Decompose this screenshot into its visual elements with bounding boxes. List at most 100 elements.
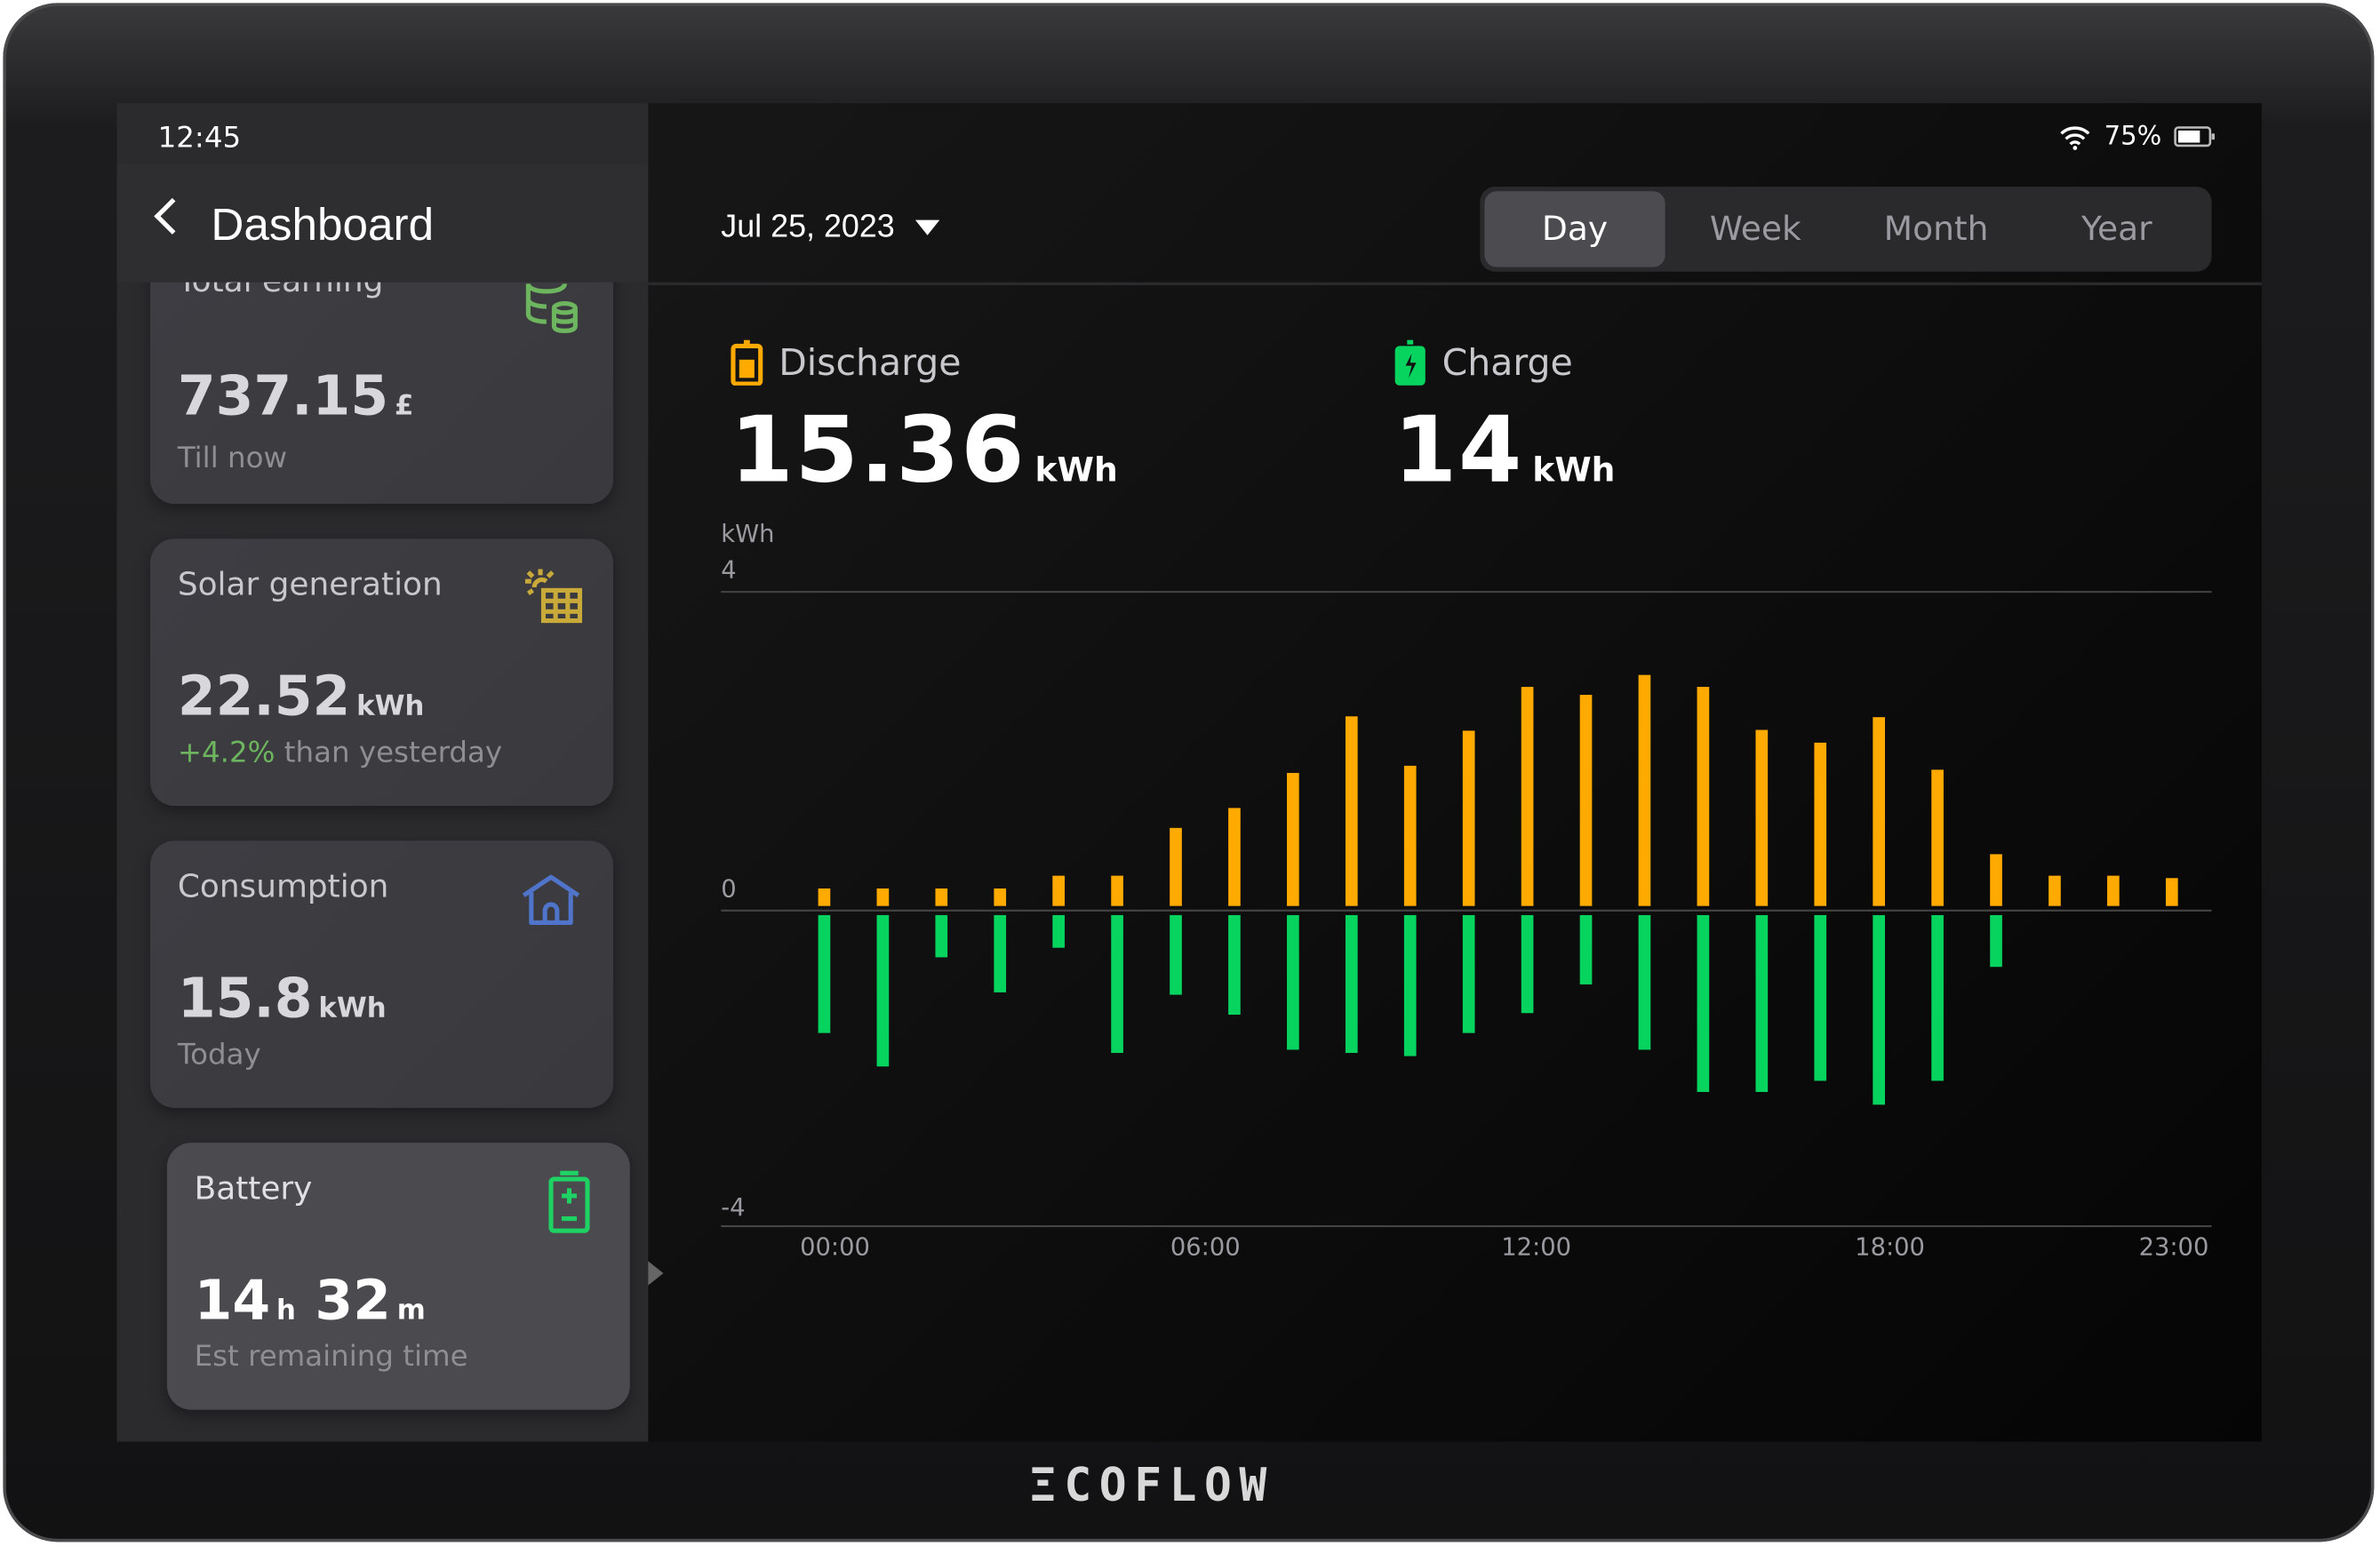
wifi-icon xyxy=(2060,126,2090,150)
discharge-bar xyxy=(1228,808,1241,906)
charge-bar xyxy=(1403,914,1417,1056)
charge-bar xyxy=(1228,914,1241,1016)
discharge-bar xyxy=(1170,827,1182,906)
card-sub: Est remaining time xyxy=(194,1340,468,1374)
card-label: Battery xyxy=(194,1169,313,1207)
discharge-bar xyxy=(1052,875,1065,906)
battery-plus-minus-icon xyxy=(548,1170,590,1233)
charge-bar xyxy=(1697,914,1710,1092)
discharge-bar xyxy=(2165,878,2178,906)
screen: 12:45 Dashboard Total earning 737.15£ Ti… xyxy=(116,103,2262,1442)
period-tabs: Day Week Month Year xyxy=(1480,187,2212,272)
discharge-bar xyxy=(994,888,1007,906)
discharge-bar xyxy=(1521,687,1534,906)
discharge-bar xyxy=(1638,674,1651,906)
ecoflow-logo: ΞCOFLOW xyxy=(1029,1460,1274,1513)
discharge-stat: Discharge 15.36 kWh xyxy=(730,339,1118,505)
tab-day[interactable]: Day xyxy=(1484,191,1665,267)
charge-bar xyxy=(818,914,831,1033)
charge-value: 14 kWh xyxy=(1393,397,1616,505)
charge-bar xyxy=(935,914,948,958)
discharge-bar xyxy=(1462,730,1475,906)
y-tick: 4 xyxy=(721,555,737,585)
x-tick: 00:00 xyxy=(800,1231,870,1262)
discharge-bar xyxy=(2049,875,2061,906)
card-value: 15.8 kWh xyxy=(177,968,387,1031)
battery-discharge-icon xyxy=(731,339,763,386)
charge-bar xyxy=(1052,914,1065,948)
discharge-bar xyxy=(1345,716,1358,906)
charge-bar xyxy=(994,914,1007,992)
card-battery[interactable]: Battery 14 h 32 m Est remaining time xyxy=(166,1143,630,1410)
charge-bar xyxy=(1521,914,1534,1014)
tab-week[interactable]: Week xyxy=(1709,210,1801,249)
x-tick: 23:00 xyxy=(2138,1231,2209,1262)
card-value: 14 h 32 m xyxy=(194,1270,426,1333)
card-consumption[interactable]: Consumption 15.8 kWh Today xyxy=(150,841,614,1108)
card-label: Consumption xyxy=(177,867,389,904)
discharge-bar xyxy=(1403,765,1417,906)
charge-bar xyxy=(1170,914,1182,995)
header-divider xyxy=(648,282,2262,286)
card-value: 737.15 £ xyxy=(177,365,414,428)
x-tick: 18:00 xyxy=(1855,1231,1925,1262)
battery-percent: 75% xyxy=(2104,121,2162,152)
charge-bar xyxy=(1579,914,1593,984)
sidebar-expand-handle[interactable] xyxy=(648,1261,664,1286)
page-title: Dashboard xyxy=(211,200,435,251)
card-value: 22.52 kWh xyxy=(177,665,425,729)
back-chevron-icon[interactable] xyxy=(154,197,191,235)
discharge-value: 15.36 kWh xyxy=(730,397,1118,505)
charge-bar xyxy=(1462,914,1475,1033)
status-icons: 75% xyxy=(2058,122,2216,152)
x-tick: 12:00 xyxy=(1501,1231,1571,1262)
charge-bar xyxy=(1638,914,1651,1050)
sidebar: 12:45 Dashboard Total earning 737.15£ Ti… xyxy=(116,103,649,1442)
date-picker[interactable]: Jul 25, 2023 xyxy=(721,210,940,246)
discharge-bar xyxy=(1111,875,1123,906)
discharge-bar xyxy=(2107,875,2120,906)
charge-label: Charge xyxy=(1442,341,1573,385)
coins-icon xyxy=(525,283,578,333)
card-sub: Today xyxy=(177,1038,261,1072)
discharge-bar xyxy=(1697,687,1710,906)
tab-month[interactable]: Month xyxy=(1883,210,1989,249)
discharge-bar xyxy=(876,888,890,906)
tab-year[interactable]: Year xyxy=(2081,210,2152,249)
card-sub: Till now xyxy=(177,442,287,475)
charge-bar xyxy=(1287,914,1299,1050)
discharge-bar xyxy=(1873,717,1885,906)
date-value: Jul 25, 2023 xyxy=(721,209,895,244)
charge-bar xyxy=(876,914,890,1067)
card-sub: +4.2% than yesterday xyxy=(177,736,503,769)
battery-charge-icon xyxy=(1394,339,1426,386)
charge-bar xyxy=(1931,914,1944,1081)
charge-stat: Charge 14 kWh xyxy=(1393,339,1616,505)
charge-bar xyxy=(1755,914,1769,1092)
battery-icon xyxy=(2174,126,2215,147)
y-axis-unit: kWh xyxy=(721,519,775,548)
y-tick: 0 xyxy=(721,873,737,904)
charge-bar xyxy=(1814,914,1827,1081)
charge-bar xyxy=(1345,914,1358,1054)
charge-bar xyxy=(1990,914,2002,968)
discharge-bar xyxy=(935,888,948,906)
discharge-bar xyxy=(818,888,831,906)
discharge-bar xyxy=(1287,772,1299,906)
caret-down-icon xyxy=(915,219,940,235)
y-tick: -4 xyxy=(721,1192,746,1222)
status-time: 12:45 xyxy=(157,121,242,155)
x-tick: 06:00 xyxy=(1170,1231,1241,1262)
discharge-bar xyxy=(1990,854,2002,906)
discharge-bar xyxy=(1755,729,1769,906)
discharge-bar xyxy=(1931,769,1944,906)
discharge-bar xyxy=(1579,695,1593,906)
energy-bar-chart xyxy=(721,591,2212,1228)
card-label: Solar generation xyxy=(177,566,443,603)
charge-bar xyxy=(1873,914,1885,1105)
discharge-label: Discharge xyxy=(779,341,962,385)
discharge-bar xyxy=(1814,742,1827,906)
header: Dashboard xyxy=(116,163,649,283)
card-solar-generation[interactable]: Solar generation 22.52 kWh +4.2% than yes… xyxy=(150,538,614,806)
